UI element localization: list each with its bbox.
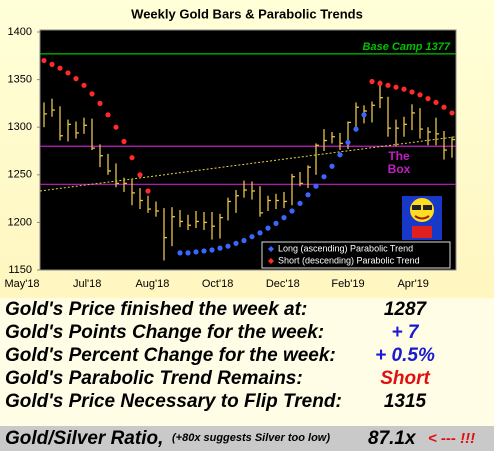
parabolic-dot xyxy=(209,247,215,253)
x-tick-label: Aug'18 xyxy=(135,278,169,290)
parabolic-dot xyxy=(193,249,199,255)
parabolic-dot xyxy=(65,70,71,76)
base-camp-label: Base Camp 1377 xyxy=(363,41,451,53)
parabolic-dot xyxy=(273,220,279,226)
trend-line xyxy=(39,136,457,192)
ratio-note: (+80x suggests Silver too low) xyxy=(172,432,331,444)
box-label: The Box xyxy=(387,149,411,176)
sun-icon xyxy=(402,196,442,240)
parabolic-dot xyxy=(337,152,343,158)
parabolic-dot xyxy=(281,215,287,221)
parabolic-dot xyxy=(369,78,375,85)
ratio-value: 87.1x xyxy=(368,428,416,449)
parabolic-dot xyxy=(73,76,79,82)
ratio-row: Gold/Silver Ratio, (+80x suggests Silver… xyxy=(0,426,494,451)
parabolic-dot xyxy=(57,65,63,71)
parabolic-dot xyxy=(41,57,47,64)
parabolic-dot xyxy=(345,139,351,146)
y-tick-label: 1300 xyxy=(8,121,32,133)
table-row: Gold's Points Change for the week: + 7 xyxy=(0,321,494,344)
parabolic-dot xyxy=(233,240,239,246)
parabolic-dot xyxy=(81,82,87,88)
row-label: Gold's Price finished the week at: xyxy=(5,299,308,320)
parabolic-dot xyxy=(265,225,271,231)
parabolic-dot xyxy=(409,89,415,95)
parabolic-dot xyxy=(201,248,207,254)
legend-label: Short (descending) Parabolic Trend xyxy=(278,255,420,265)
parabolic-dot xyxy=(321,174,327,180)
parabolic-dot xyxy=(241,237,247,244)
parabolic-dot xyxy=(377,80,383,87)
y-tick-label: 1150 xyxy=(8,264,32,276)
parabolic-dot xyxy=(449,110,455,116)
table-row: Gold's Percent Change for the week: + 0.5… xyxy=(0,344,494,367)
parabolic-dot xyxy=(185,250,191,256)
parabolic-dot xyxy=(433,99,439,106)
parabolic-dot xyxy=(225,243,231,249)
x-tick-label: May'18 xyxy=(4,278,39,290)
parabolic-dot xyxy=(425,96,431,102)
x-tick-label: Dec'18 xyxy=(266,278,300,290)
plot-area xyxy=(39,29,457,271)
parabolic-dot xyxy=(49,61,55,67)
parabolic-dot xyxy=(441,104,447,110)
parabolic-dot xyxy=(145,188,151,194)
parabolic-dot xyxy=(113,124,119,130)
table-row: Gold's Price Necessary to Flip Trend: 131… xyxy=(0,390,494,413)
parabolic-dot xyxy=(121,138,127,145)
table-row: Gold's Parabolic Trend Remains: Short xyxy=(0,367,494,390)
legend-marker xyxy=(268,258,274,264)
y-tick-label: 1350 xyxy=(8,74,32,86)
row-value: 1287 xyxy=(383,299,427,320)
ratio-alert: < --- !!! xyxy=(428,430,476,447)
y-tick-label: 1400 xyxy=(8,26,32,38)
parabolic-dot xyxy=(385,82,391,88)
parabolic-dot xyxy=(97,100,103,106)
chart: Weekly Gold Bars & Parabolic Trends 1150… xyxy=(0,0,494,298)
parabolic-dot xyxy=(353,126,359,132)
parabolic-dot xyxy=(401,86,407,92)
parabolic-dot xyxy=(257,230,263,236)
parabolic-dot xyxy=(105,112,111,118)
row-value: 1315 xyxy=(383,391,427,412)
row-value: Short xyxy=(380,368,430,389)
x-tick-label: Oct'18 xyxy=(202,278,233,290)
chart-title: Weekly Gold Bars & Parabolic Trends xyxy=(131,6,363,21)
parabolic-dot xyxy=(217,245,223,251)
parabolic-dot xyxy=(89,91,95,97)
row-label: Gold's Price Necessary to Flip Trend: xyxy=(5,391,342,412)
parabolic-dot xyxy=(305,192,311,198)
parabolic-dot xyxy=(393,84,399,90)
row-label: Gold's Percent Change for the week: xyxy=(5,345,336,366)
y-tick-label: 1250 xyxy=(8,169,32,181)
row-label: Gold's Points Change for the week: xyxy=(5,322,325,343)
parabolic-dot xyxy=(313,183,319,189)
row-label: Gold's Parabolic Trend Remains: xyxy=(5,368,303,389)
legend-box xyxy=(261,241,451,269)
table-row: Gold's Price finished the week at: 1287 xyxy=(0,298,494,321)
x-tick-label: Feb'19 xyxy=(331,278,364,290)
x-tick-label: Apr'19 xyxy=(397,278,428,290)
y-tick-label: 1200 xyxy=(8,216,32,228)
x-tick-label: Jul'18 xyxy=(73,278,101,290)
parabolic-dot xyxy=(329,163,335,169)
row-value: + 7 xyxy=(391,322,419,343)
row-value: + 0.5% xyxy=(375,345,435,366)
parabolic-dot xyxy=(289,208,295,214)
parabolic-dot xyxy=(297,200,303,206)
parabolic-dot xyxy=(417,92,423,98)
parabolic-dot xyxy=(249,234,255,240)
legend-marker xyxy=(268,246,274,252)
legend-label: Long (ascending) Parabolic Trend xyxy=(278,243,413,253)
ratio-label: Gold/Silver Ratio, xyxy=(5,428,164,449)
parabolic-dot xyxy=(361,112,367,118)
parabolic-dot xyxy=(177,250,183,256)
parabolic-dot xyxy=(129,155,135,161)
parabolic-dot xyxy=(137,172,143,178)
